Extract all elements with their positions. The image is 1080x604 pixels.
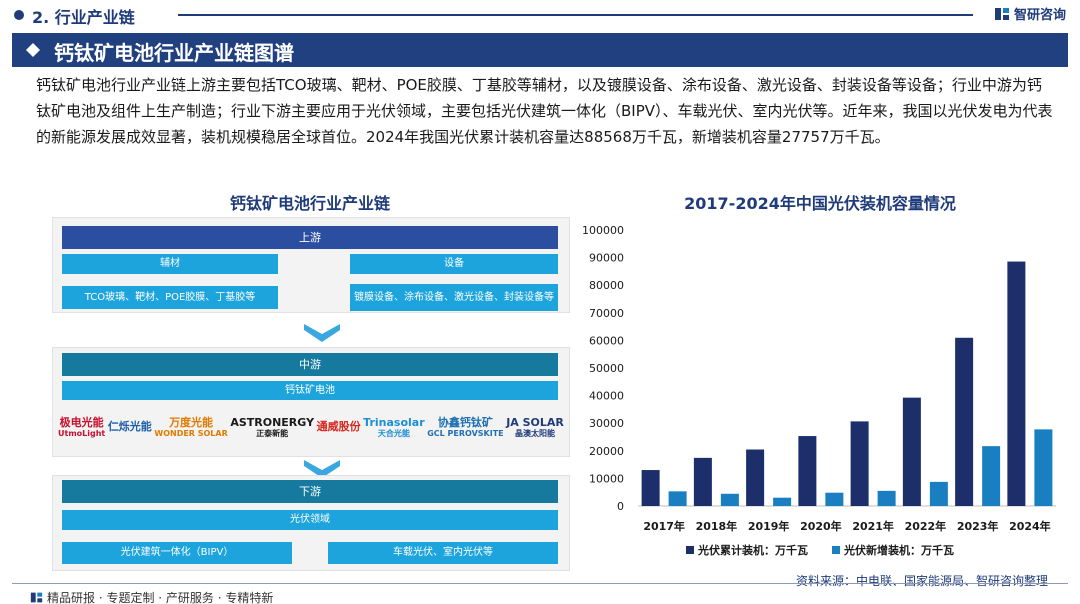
chart-title: 2017-2024年中国光伏装机容量情况 — [684, 194, 956, 213]
y-tick-label: 60000 — [589, 334, 624, 347]
bar-cumulative-6 — [955, 337, 974, 506]
bar-new-3 — [825, 492, 844, 506]
logo-renshuo: 仁烁光能 — [108, 421, 152, 433]
logo-subtext: GCL PEROVSKITE — [427, 428, 504, 438]
bar-new-5 — [929, 481, 948, 506]
logo-gcl-perovskite: 协鑫钙钛矿 GCL PEROVSKITE — [427, 415, 504, 438]
section-bullet — [14, 10, 24, 20]
footer-tagline: 精品研报 · 专题定制 · 产研服务 · 专精特新 — [47, 591, 274, 604]
logo-text: Trinasolar — [363, 415, 425, 429]
logo-text: 万度光能 — [169, 415, 214, 429]
installed-capacity-chart: 0 10000 20000 30000 40000 50000 60000 70000 8000… — [576, 214, 1070, 566]
legend-label: 光伏新增装机：万千瓦 — [843, 543, 954, 557]
x-tick-label: 2018年 — [696, 519, 738, 533]
downstream-field: 光伏领域 — [62, 510, 558, 530]
footer-rule — [12, 583, 1068, 584]
bar-new-4 — [877, 490, 896, 506]
logo-text: 通威股份 — [316, 420, 361, 433]
brand-icon — [994, 7, 1009, 20]
x-tick-label: 2020年 — [800, 519, 842, 533]
legend-swatch — [686, 546, 694, 554]
bar-cumulative-4 — [850, 421, 869, 506]
title-banner: 钙钛矿电池行业产业链图谱 — [12, 33, 1068, 67]
legend-swatch — [832, 546, 840, 554]
application-vehicle-indoor: 车载光伏、室内光伏等 — [328, 542, 558, 564]
x-tick-label: 2023年 — [957, 519, 999, 533]
x-tick-label: 2019年 — [748, 519, 790, 533]
logo-astronergy: ASTRONERGY 正泰新能 — [230, 415, 315, 438]
logo-subtext: 天合光能 — [377, 428, 410, 438]
logo-text: ASTRONERGY — [230, 415, 315, 429]
x-tick-label: 2024年 — [1009, 519, 1051, 533]
brand-icon — [30, 592, 43, 603]
logo-text: 极电光能 — [59, 415, 104, 429]
bar-cumulative-0 — [641, 470, 660, 506]
industry-chain-diagram: 上游 辅材 设备 TCO玻璃、靶材、POE胶膜、丁基胶等 镀膜设备、涂布设备、激… — [52, 217, 570, 572]
logo-text: JA SOLAR — [506, 415, 564, 429]
intro-paragraph: 钙钛矿电池行业产业链上游主要包括TCO玻璃、靶材、POE胶膜、丁基胶等辅材，以及… — [36, 76, 1053, 146]
logo-trinasolar: Trinasolar 天合光能 — [363, 415, 425, 438]
bar-cumulative-7 — [1007, 261, 1026, 506]
y-tick-label: 100000 — [582, 224, 624, 237]
logo-utmolight: 极电光能 UtmoLight — [58, 415, 106, 438]
legend-label: 光伏累计装机：万千瓦 — [697, 543, 808, 557]
bar-chart-svg: 0 10000 20000 30000 40000 50000 60000 70000 8000… — [582, 224, 1056, 557]
diamond-icon — [26, 43, 40, 57]
logo-subtext: 正泰新能 — [256, 428, 289, 438]
source-note: 资料来源：中电联、国家能源局、智研咨询整理 — [795, 574, 1048, 588]
y-tick-label: 30000 — [589, 417, 624, 430]
logo-subtext: 晶澳太阳能 — [515, 428, 556, 438]
logo-tongwei: 通威股份 — [317, 421, 361, 433]
company-logos: 极电光能 UtmoLight 仁烁光能 万度光能 WONDER SOLAR ASTRONE… — [58, 405, 564, 449]
y-tick-label: 0 — [617, 500, 624, 513]
y-tick-label: 10000 — [589, 472, 624, 485]
x-tick-label: 2021年 — [852, 519, 894, 533]
midstream-label: 中游 — [62, 353, 558, 376]
materials-label: 辅材 — [62, 254, 278, 274]
logo-subtext: WONDER SOLAR — [154, 428, 228, 438]
footer: 精品研报 · 专题定制 · 产研服务 · 专精特新 — [30, 589, 273, 604]
logo-text: 协鑫钙钛矿 — [437, 415, 493, 429]
bar-new-7 — [1034, 429, 1053, 506]
logo-text: 仁烁光能 — [107, 420, 152, 433]
bar-new-0 — [668, 491, 687, 506]
header-rule — [178, 14, 973, 16]
x-tick-label: 2017年 — [643, 519, 685, 533]
y-tick-label: 40000 — [589, 390, 624, 403]
y-tick-label: 20000 — [589, 445, 624, 458]
section-title: 2. 行业产业链 — [32, 8, 135, 27]
arrow-down-icon — [304, 460, 340, 478]
page-title: 钙钛矿电池行业产业链图谱 — [54, 41, 294, 65]
bar-new-6 — [982, 446, 1001, 506]
arrow-down-icon — [304, 324, 340, 342]
logo-subtext: UtmoLight — [58, 428, 106, 438]
logo-ja-solar: JA SOLAR 晶澳太阳能 — [506, 415, 564, 438]
materials-detail: TCO玻璃、靶材、POE胶膜、丁基胶等 — [62, 286, 278, 309]
y-tick-label: 50000 — [589, 362, 624, 375]
application-bipv: 光伏建筑一体化（BIPV） — [62, 542, 292, 564]
bar-cumulative-5 — [902, 397, 921, 506]
equipment-detail: 镀膜设备、涂布设备、激光设备、封装设备等 — [350, 284, 558, 311]
diagram-title: 钙钛矿电池行业产业链 — [229, 194, 390, 213]
top-header: 2. 行业产业链 智研咨询 — [0, 0, 1080, 30]
bar-new-2 — [773, 497, 792, 506]
bar-new-1 — [720, 493, 739, 506]
bar-cumulative-3 — [798, 436, 817, 506]
y-tick-label: 70000 — [589, 307, 624, 320]
brand-name: 智研咨询 — [1013, 8, 1066, 23]
midstream-product: 钙钛矿电池 — [62, 381, 558, 400]
logo-wonder-solar: 万度光能 WONDER SOLAR — [154, 415, 228, 438]
upstream-label: 上游 — [62, 226, 558, 249]
x-tick-label: 2022年 — [905, 519, 947, 533]
downstream-label: 下游 — [62, 480, 558, 503]
bar-cumulative-1 — [693, 457, 712, 506]
y-tick-label: 90000 — [589, 252, 624, 265]
y-tick-label: 80000 — [589, 279, 624, 292]
bar-cumulative-2 — [746, 449, 765, 506]
equipment-label: 设备 — [350, 254, 558, 274]
brand-logo: 智研咨询 — [994, 4, 1066, 23]
